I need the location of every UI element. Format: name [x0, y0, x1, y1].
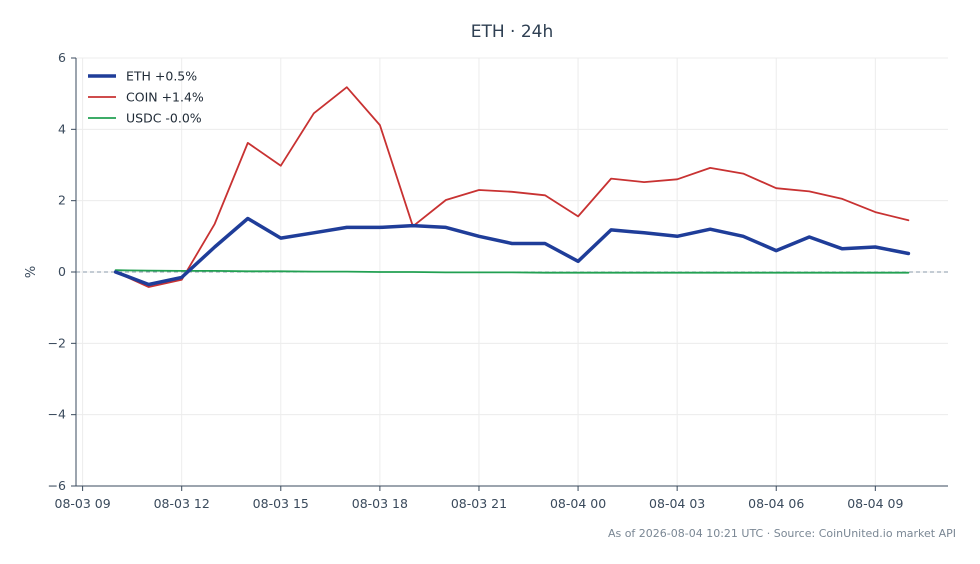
chart-title: ETH · 24h	[471, 22, 554, 42]
y-tick-label: 6	[58, 50, 66, 65]
y-tick-label: 0	[58, 264, 66, 279]
x-tick-label: 08-03 21	[451, 496, 507, 511]
legend: ETH +0.5% COIN +1.4% USDC -0.0%	[88, 69, 204, 126]
axes: 6 4 2 0 −2 −4 −6 08-03 09 08-03 12 08-03 15 08-03 …	[48, 50, 948, 511]
footer-source: As of 2026-08-04 10:21 UTC · Source: Coi…	[608, 527, 956, 540]
x-tick-label: 08-04 06	[748, 496, 804, 511]
x-tick-label: 08-04 09	[847, 496, 903, 511]
x-tick-label: 08-03 09	[55, 496, 111, 511]
y-tick-label: 4	[58, 121, 66, 136]
y-tick-label: −2	[48, 335, 66, 350]
series-line-1	[114, 86, 910, 288]
series-lines	[113, 86, 911, 288]
x-tick-label: 08-04 00	[550, 496, 606, 511]
series-line-0	[113, 216, 911, 287]
y-tick-label: −6	[48, 478, 66, 493]
series-line-2	[114, 269, 910, 274]
y-tick-label: −4	[48, 407, 66, 422]
legend-label: COIN +1.4%	[126, 90, 204, 105]
legend-label: USDC -0.0%	[126, 111, 202, 126]
y-tick-label: 2	[58, 193, 66, 208]
legend-label: ETH +0.5%	[126, 69, 197, 84]
x-tick-label: 08-03 15	[253, 496, 309, 511]
y-axis-label: %	[24, 266, 39, 278]
x-tick-label: 08-03 12	[154, 496, 210, 511]
x-tick-label: 08-03 18	[352, 496, 408, 511]
x-tick-label: 08-04 03	[649, 496, 705, 511]
